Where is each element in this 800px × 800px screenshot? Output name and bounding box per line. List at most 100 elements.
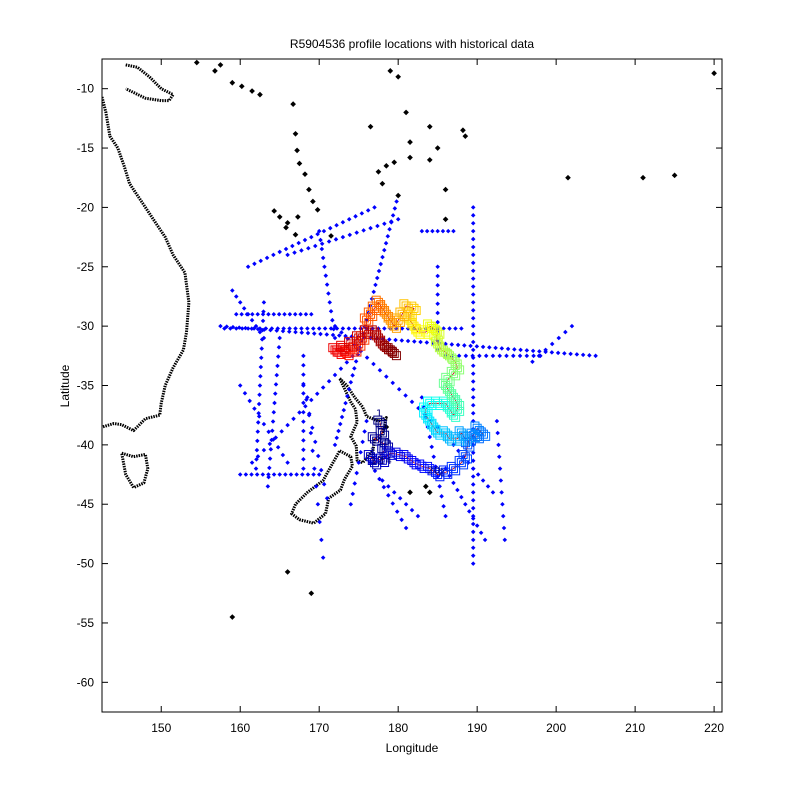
historical-point	[273, 382, 279, 387]
historical-point	[399, 338, 405, 343]
historical-point	[443, 513, 448, 519]
historical-point	[429, 444, 435, 450]
historical-point	[345, 393, 350, 399]
historical-point	[530, 348, 536, 354]
historical-point	[322, 264, 327, 270]
historical-point	[314, 391, 320, 397]
historical-point	[339, 330, 344, 335]
historical-point	[301, 428, 306, 434]
historical-point	[405, 338, 411, 344]
historical-point	[435, 292, 440, 297]
coastline	[120, 451, 150, 490]
historical-point	[239, 326, 245, 331]
historical-point	[455, 487, 460, 493]
historical-point	[268, 447, 274, 452]
historical-point	[382, 221, 387, 226]
historical-point	[312, 466, 317, 471]
historical-point	[353, 214, 358, 219]
island-marker	[229, 79, 236, 86]
historical-point	[451, 480, 456, 486]
y-tick-label: -35	[77, 379, 95, 393]
historical-point	[306, 245, 311, 251]
historical-point	[470, 529, 476, 535]
historical-point	[470, 466, 476, 471]
historical-point	[271, 312, 277, 317]
island-marker	[422, 483, 429, 490]
historical-point	[445, 228, 451, 234]
historical-point	[354, 470, 359, 476]
historical-point	[310, 425, 315, 431]
historical-point	[258, 364, 264, 370]
profile-marker	[452, 359, 462, 369]
historical-point	[308, 430, 314, 436]
island-marker	[460, 127, 466, 134]
historical-point	[294, 472, 299, 477]
historical-point	[324, 332, 330, 337]
historical-point	[512, 347, 517, 352]
historical-point	[301, 400, 306, 406]
historical-point	[264, 255, 270, 261]
historical-point	[437, 484, 442, 489]
historical-point	[271, 472, 277, 477]
profile-marker	[448, 464, 458, 474]
historical-point	[283, 472, 288, 477]
historical-point	[500, 501, 505, 507]
historical-point	[470, 371, 476, 376]
historical-point	[252, 261, 257, 267]
historical-point	[260, 327, 265, 333]
island-marker	[306, 186, 312, 193]
historical-point	[326, 378, 332, 384]
historical-point	[287, 326, 292, 331]
historical-point	[470, 490, 476, 495]
historical-point	[350, 373, 355, 378]
historical-point	[256, 410, 261, 416]
historical-point	[393, 337, 398, 343]
historical-point	[474, 523, 480, 528]
profile-marker	[362, 315, 372, 325]
profile-marker	[346, 339, 356, 349]
y-tick-label: -10	[77, 82, 95, 96]
historical-point	[277, 335, 282, 341]
y-axis-label: Latitude	[58, 364, 72, 407]
historical-point	[394, 509, 400, 514]
island-marker	[383, 163, 390, 169]
historical-point	[387, 337, 392, 342]
historical-point	[330, 332, 336, 338]
profile-number-label: 1	[370, 446, 376, 457]
historical-point	[292, 312, 298, 317]
historical-point	[568, 351, 573, 357]
historical-point	[478, 530, 484, 535]
historical-point	[377, 368, 383, 373]
profile-marker	[391, 351, 401, 361]
historical-point	[524, 353, 530, 359]
historical-point	[409, 507, 415, 513]
profile-marker	[369, 434, 379, 444]
historical-point	[275, 363, 280, 369]
historical-point	[272, 400, 277, 406]
historical-point	[470, 505, 476, 511]
historical-point	[309, 312, 314, 317]
historical-point	[269, 326, 275, 331]
historical-point	[311, 472, 316, 477]
historical-point	[352, 326, 358, 331]
x-tick-label: 180	[388, 721, 408, 735]
historical-point	[500, 513, 506, 519]
historical-point	[505, 346, 511, 352]
island-marker	[426, 489, 433, 496]
historical-point	[477, 353, 482, 359]
y-tick-label: -15	[77, 141, 95, 155]
profile-marker	[451, 466, 461, 476]
x-tick-label: 160	[230, 721, 250, 735]
historical-point	[261, 421, 267, 427]
island-marker	[426, 123, 433, 130]
historical-point	[470, 339, 476, 345]
historical-point	[470, 292, 476, 297]
island-marker	[290, 101, 296, 107]
island-marker	[302, 171, 308, 177]
profile-number-label: 20	[427, 465, 440, 476]
historical-point	[301, 353, 306, 359]
historical-point	[403, 393, 408, 398]
historical-point	[493, 345, 498, 351]
historical-point	[305, 330, 311, 336]
historical-point	[319, 246, 325, 252]
